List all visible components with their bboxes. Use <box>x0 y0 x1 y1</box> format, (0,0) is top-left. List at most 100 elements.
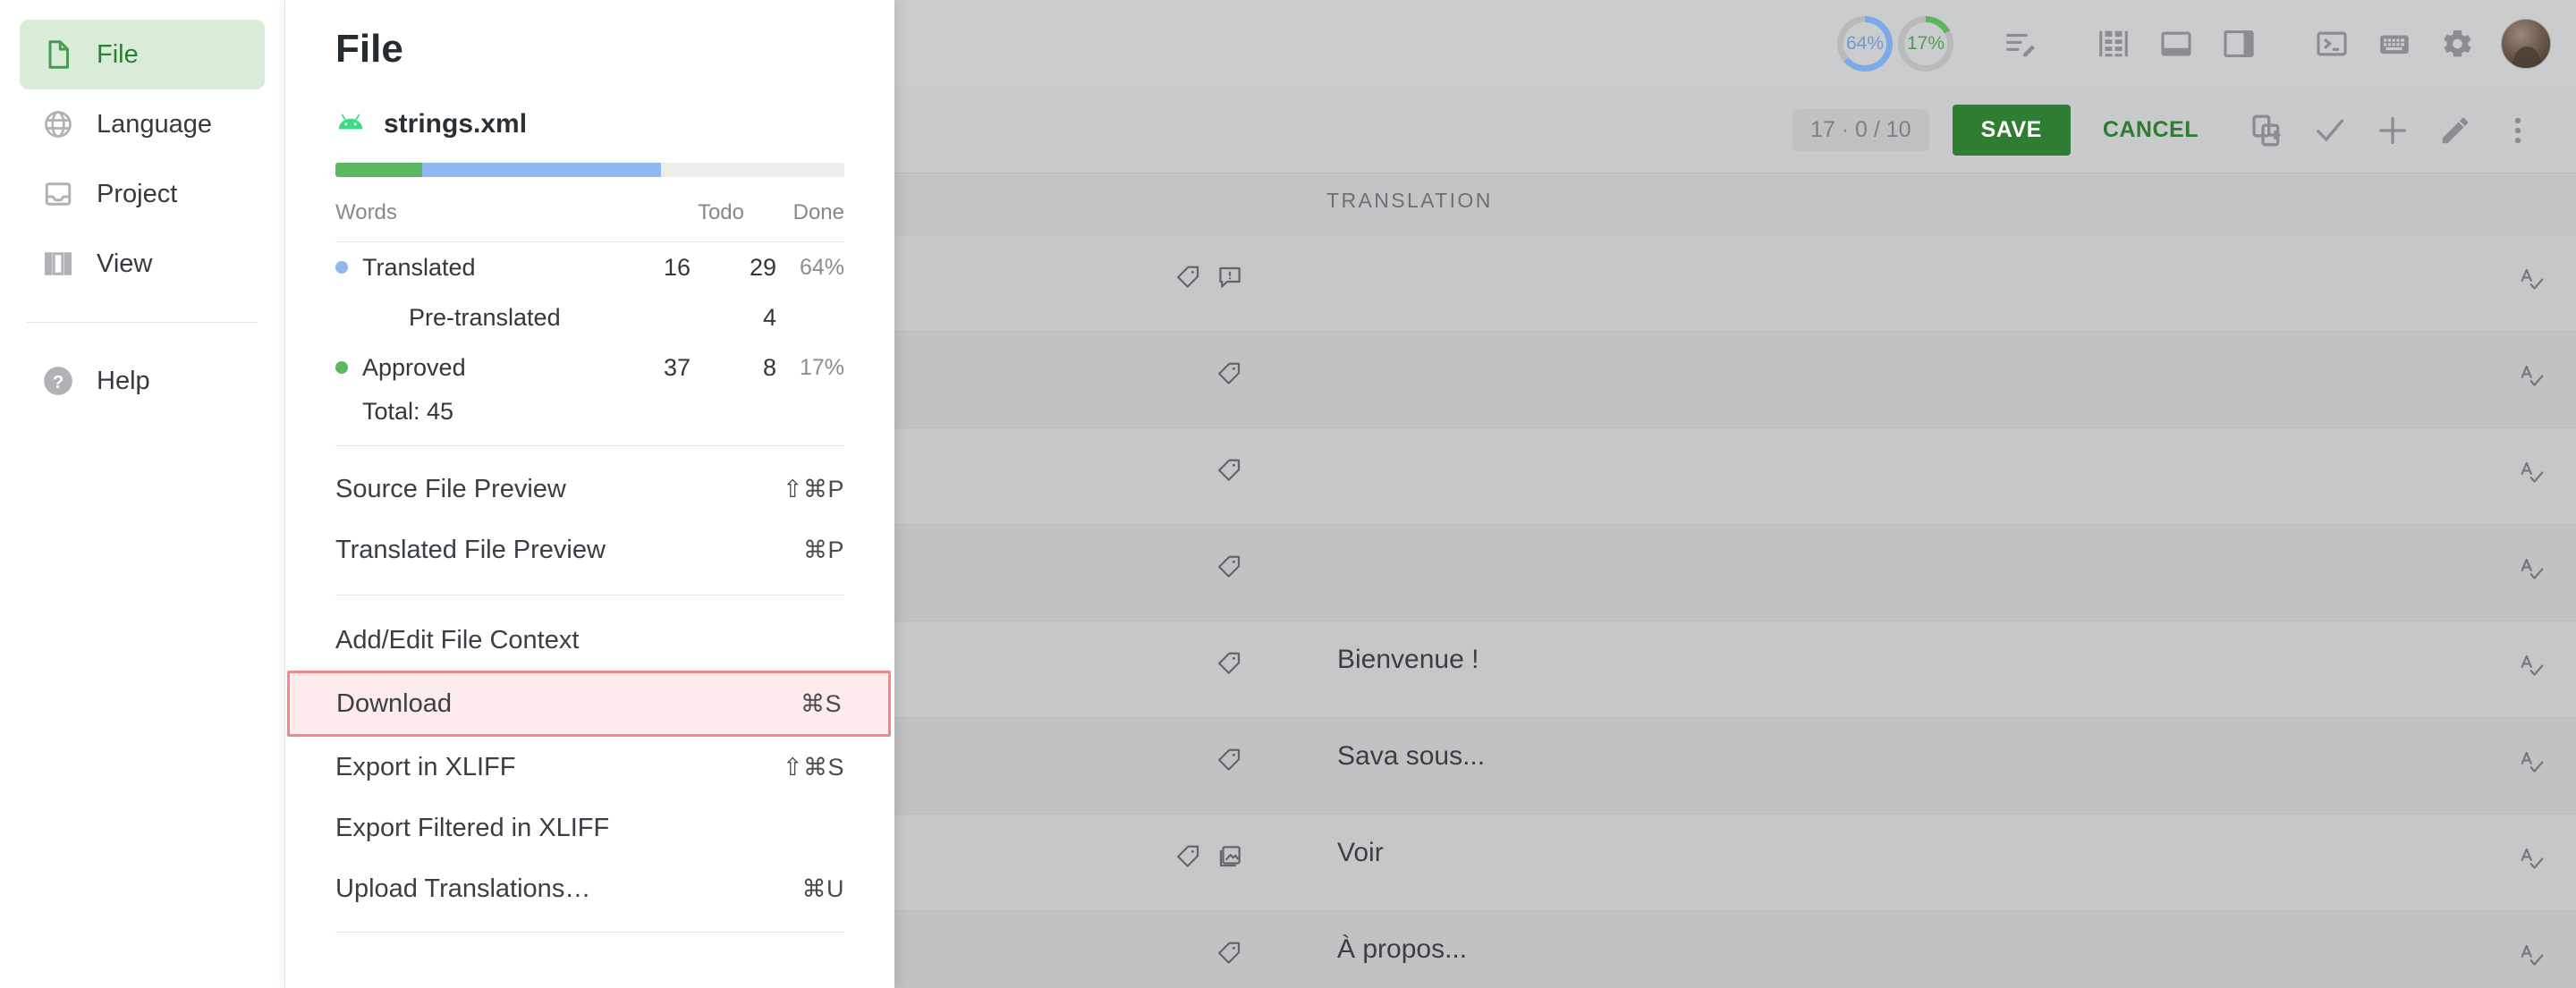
sidebar-item-label-project: Project <box>97 179 178 208</box>
file-name: strings.xml <box>384 109 528 139</box>
row-tag-icons <box>1175 843 1243 874</box>
row-tag-icons <box>1216 360 1243 392</box>
tag-icon[interactable] <box>1216 360 1243 392</box>
menu-item-shortcut: ⇧⌘S <box>782 753 844 781</box>
inbox-icon <box>39 175 77 213</box>
tag-icon[interactable] <box>1175 264 1202 295</box>
keyboard-icon[interactable] <box>2363 13 2426 75</box>
translation-cell[interactable]: Bienvenue ! <box>1337 645 1479 674</box>
sidebar-item-label-view: View <box>97 249 153 278</box>
approved-progress-ring[interactable]: 17% <box>1898 16 1953 72</box>
tag-icon[interactable] <box>1216 747 1243 778</box>
bottom-panel-icon[interactable] <box>2145 13 2207 75</box>
right-panel-icon[interactable] <box>2207 13 2270 75</box>
menu-item-label: Source File Preview <box>335 474 566 503</box>
sidebar-item-language[interactable]: Language <box>20 89 265 159</box>
cancel-button[interactable]: CANCEL <box>2080 105 2222 156</box>
current-file[interactable]: strings.xml <box>285 72 894 139</box>
stats-row-percent: 64% <box>799 254 844 280</box>
row-tag-icons <box>1216 940 1243 971</box>
menu-item-source-file-preview[interactable]: Source File Preview ⇧⌘P <box>285 459 894 519</box>
menu-item-shortcut: ⇧⌘P <box>782 475 844 502</box>
tag-icon[interactable] <box>1216 553 1243 585</box>
translation-cell[interactable]: À propos... <box>1337 934 1468 964</box>
help-circle-icon: ? <box>39 362 77 400</box>
sidebar-item-file[interactable]: File <box>20 20 265 89</box>
spellcheck-icon[interactable] <box>2519 942 2546 973</box>
stats-row-todo: 37 <box>663 353 691 381</box>
spellcheck-icon[interactable] <box>2519 845 2546 876</box>
menu-item-export-filtered-in-xliff[interactable]: Export Filtered in XLIFF <box>285 798 894 858</box>
status-dot <box>335 311 348 324</box>
sidebar-item-help[interactable]: ? Help <box>20 346 265 416</box>
split-columns-icon[interactable] <box>2082 13 2145 75</box>
menu-sidebar: File Language Project <box>0 0 284 988</box>
menu-item-label: Upload Translations… <box>335 874 591 903</box>
row-tag-icons <box>1216 650 1243 681</box>
spellcheck-icon[interactable] <box>2519 748 2546 780</box>
spellcheck-icon[interactable] <box>2519 266 2546 297</box>
stats-row: Approved 37 8 17% <box>335 342 844 393</box>
stats-row: Pre-translated 4 <box>335 292 844 342</box>
spellcheck-icon[interactable] <box>2519 362 2546 393</box>
column-header-translation: TRANSLATION <box>1326 189 1493 212</box>
menu-item-download[interactable]: Download ⌘S <box>287 671 891 737</box>
android-icon <box>335 109 366 139</box>
stats-row-label: Pre-translated <box>409 303 561 331</box>
file-icon <box>39 36 77 73</box>
stats-header-row: Words Todo Done <box>335 200 844 225</box>
check-icon[interactable] <box>2299 99 2361 162</box>
menu-divider-bottom <box>335 932 844 933</box>
tag-icon[interactable] <box>1216 650 1243 681</box>
menu-item-shortcut: ⌘P <box>802 536 844 563</box>
terminal-icon[interactable] <box>2301 13 2363 75</box>
more-vertical-icon[interactable] <box>2487 99 2549 162</box>
plus-icon[interactable] <box>2361 99 2424 162</box>
progress-segment-approved <box>335 163 422 177</box>
sidebar-divider <box>27 322 258 323</box>
file-menu-group-actions: Add/Edit File Context Download ⌘S Export in… <box>285 610 894 919</box>
menu-item-upload-translations[interactable]: Upload Translations… ⌘U <box>285 858 894 919</box>
stats-row-done: 4 <box>762 303 776 331</box>
save-button[interactable]: SAVE <box>1952 105 2071 156</box>
copy-to-device-icon[interactable] <box>2236 99 2299 162</box>
stats-row-todo: 16 <box>663 253 691 281</box>
progress-segment-translated <box>421 163 662 177</box>
sidebar-item-project[interactable]: Project <box>20 159 265 229</box>
menu-item-export-in-xliff[interactable]: Export in XLIFF ⇧⌘S <box>285 737 894 798</box>
menu-item-label: Add/Edit File Context <box>335 625 580 654</box>
stats-total: Total: 45 <box>362 398 454 425</box>
menu-item-translated-file-preview[interactable]: Translated File Preview ⌘P <box>285 519 894 580</box>
translated-progress-ring[interactable]: 64% <box>1837 16 1893 72</box>
edit-lines-icon[interactable] <box>1989 13 2052 75</box>
sidebar-item-label-help: Help <box>97 366 150 395</box>
stats-header-done: Done <box>792 200 844 224</box>
row-tag-icons <box>1175 264 1243 295</box>
tag-icon[interactable] <box>1216 940 1243 971</box>
menu-item-shortcut: ⌘U <box>801 874 844 902</box>
tag-icon[interactable] <box>1216 457 1243 488</box>
pencil-icon[interactable] <box>2424 99 2487 162</box>
tag-icon[interactable] <box>1175 843 1202 874</box>
columns-icon <box>39 245 77 283</box>
stats-row-done: 8 <box>762 353 776 381</box>
translation-cell[interactable]: Voir <box>1337 838 1384 867</box>
menu-item-label: Export in XLIFF <box>335 752 516 781</box>
spellcheck-icon[interactable] <box>2519 459 2546 490</box>
menu-item-label: Download <box>336 688 452 718</box>
row-tag-icons <box>1216 553 1243 585</box>
sidebar-item-label-file: File <box>97 39 139 69</box>
status-dot <box>335 261 348 274</box>
sidebar-item-view[interactable]: View <box>20 229 265 299</box>
file-progress-bar <box>335 163 844 177</box>
sidebar-item-label-language: Language <box>97 109 213 139</box>
page-title: File <box>335 27 403 71</box>
gear-icon[interactable] <box>2426 13 2488 75</box>
spellcheck-icon[interactable] <box>2519 652 2546 683</box>
image-icon[interactable] <box>1216 843 1243 874</box>
comment-alert-icon[interactable] <box>1216 264 1243 295</box>
avatar[interactable] <box>2501 19 2551 69</box>
translation-cell[interactable]: Sava sous... <box>1337 741 1486 771</box>
spellcheck-icon[interactable] <box>2519 555 2546 587</box>
menu-item-add-edit-file-context[interactable]: Add/Edit File Context <box>285 610 894 671</box>
